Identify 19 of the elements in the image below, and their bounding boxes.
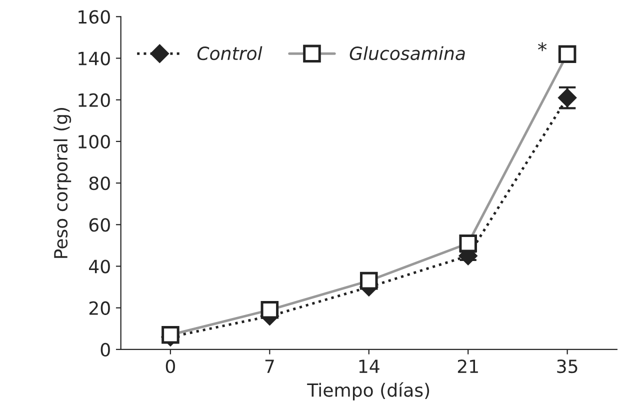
x-tick-label: 35	[557, 359, 578, 374]
x-tick-label: 21	[458, 359, 478, 373]
annotation: *	[538, 42, 547, 52]
x-tick-label: 0	[166, 359, 175, 374]
y-tick-label: 60	[89, 218, 110, 232]
y-tick-label: 120	[78, 93, 110, 107]
y-tick-label: 40	[89, 260, 110, 274]
y-tick-label: 100	[78, 134, 110, 149]
legend-label: Control	[197, 46, 262, 60]
y-tick-label: 20	[89, 301, 110, 315]
x-tick-label: 7	[265, 360, 274, 373]
y-axis-title: Peso corporal (g)	[54, 108, 72, 258]
y-tick-label: 160	[78, 10, 110, 24]
legend-label: Glucosamina	[350, 46, 465, 60]
x-axis-title: Tiempo (días)	[307, 382, 430, 400]
x-tick-label: 14	[359, 360, 380, 373]
y-tick-label: 0	[100, 342, 110, 357]
y-tick-label: 80	[89, 176, 110, 190]
y-tick-label: 140	[78, 52, 110, 66]
